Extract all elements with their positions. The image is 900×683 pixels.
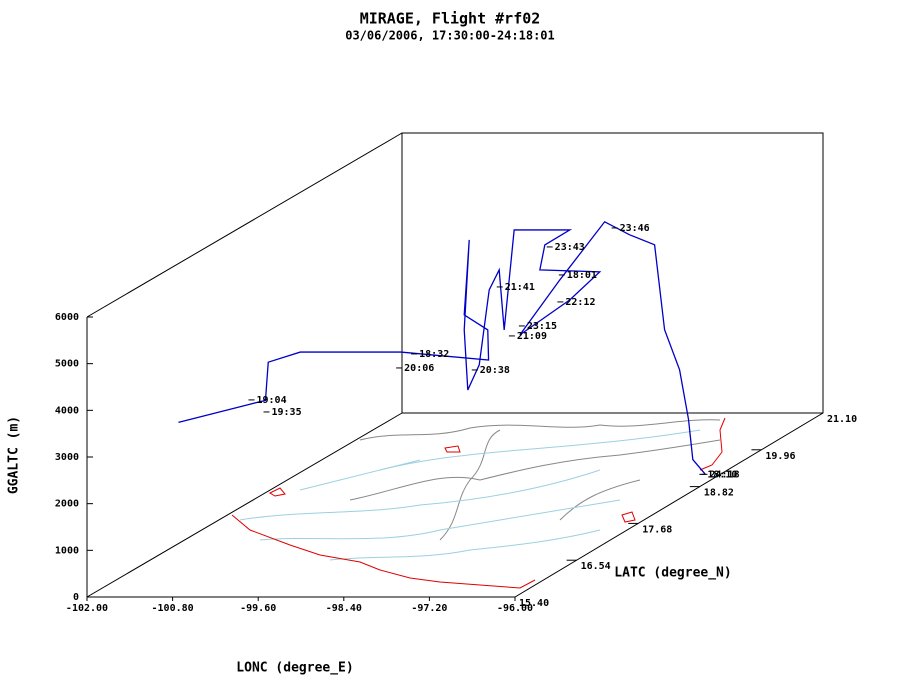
flight-track xyxy=(178,220,706,475)
z-tick-label: 5000 xyxy=(55,359,79,370)
chart-subtitle: 03/06/2006, 17:30:00-24:18:01 xyxy=(345,29,555,43)
z-tick-label: 1000 xyxy=(55,545,79,556)
x-tick-label: -99.60 xyxy=(240,603,276,614)
x-tick-label: -102.00 xyxy=(66,603,108,614)
annotation: 19:04 xyxy=(257,395,287,406)
annotation: 24:18 xyxy=(709,469,739,480)
z-axis-label: GGALTC (m) xyxy=(7,416,22,494)
x-tick-label: -97.20 xyxy=(411,603,447,614)
annotation: 21:09 xyxy=(517,331,547,342)
x-tick-label: -100.80 xyxy=(152,603,194,614)
annotation: 18:10 xyxy=(707,469,737,480)
annotation: 22:12 xyxy=(565,297,595,308)
y-tick-label: 21.10 xyxy=(827,414,857,425)
z-tick-label: 0 xyxy=(73,592,79,603)
box xyxy=(86,132,824,598)
y-axis-label: LATC (degree_N) xyxy=(614,566,731,581)
annotation: 23:46 xyxy=(620,223,650,234)
annotation: 20:38 xyxy=(480,365,510,376)
x-tick-label: -96.00 xyxy=(497,603,533,614)
chart-title: MIRAGE, Flight #rf02 xyxy=(360,10,541,28)
y-tick-label: 19.96 xyxy=(765,451,795,462)
annotation: 19:35 xyxy=(271,407,301,418)
annotation: 23:15 xyxy=(527,321,557,332)
annotation: 18:32 xyxy=(419,349,449,360)
y-tick-label: 16.54 xyxy=(581,561,611,572)
z-tick-label: 3000 xyxy=(55,452,79,463)
map xyxy=(231,412,823,589)
x-axis-label: LONC (degree_E) xyxy=(236,661,353,676)
annotation: 21:41 xyxy=(505,282,535,293)
annotation: 18:01 xyxy=(567,270,597,281)
z-tick-label: 6000 xyxy=(55,312,79,323)
y-tick-label: 15.40 xyxy=(519,598,549,609)
annotation: 23:43 xyxy=(555,242,585,253)
y-tick-label: 17.68 xyxy=(642,524,672,535)
z-tick-label: 4000 xyxy=(55,405,79,416)
y-tick-label: 18.82 xyxy=(704,488,734,499)
x-tick-label: -98.40 xyxy=(326,603,362,614)
z-tick-label: 2000 xyxy=(55,499,79,510)
annotation: 20:06 xyxy=(404,363,434,374)
